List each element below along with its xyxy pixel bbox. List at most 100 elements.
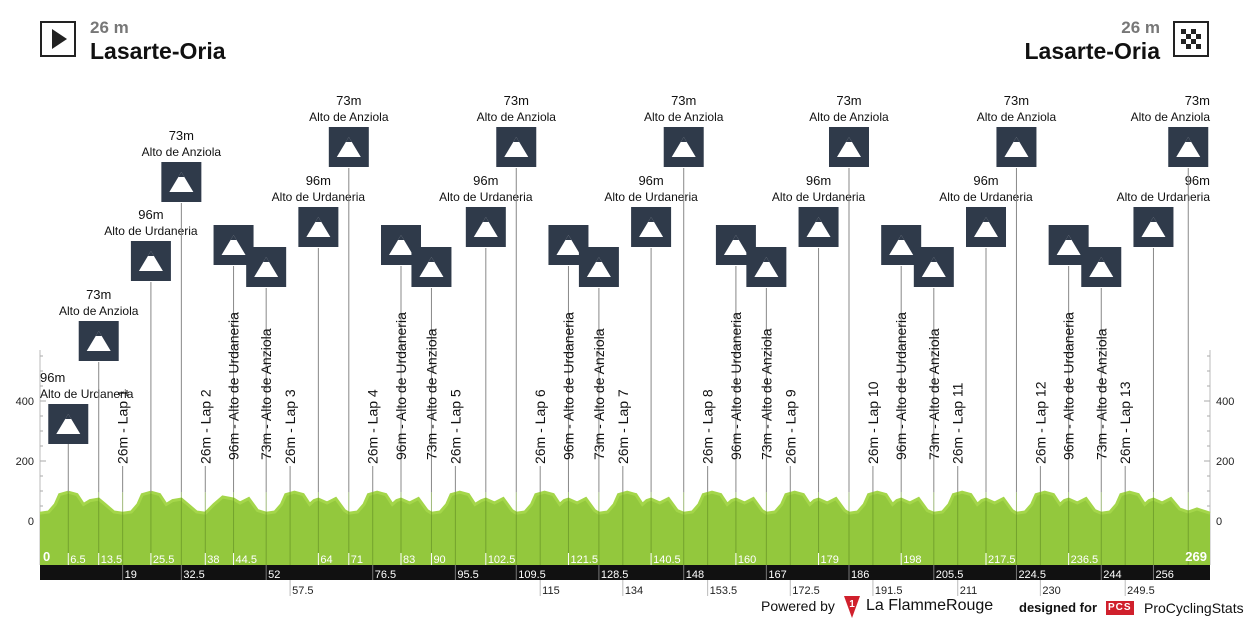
lap-label: 26m - Lap 9 bbox=[782, 389, 798, 464]
y-tick-label: 0 bbox=[28, 516, 34, 528]
x-label: 148 bbox=[686, 569, 704, 581]
climb-name: Alto de Anziola bbox=[59, 304, 139, 318]
x-label: 167 bbox=[768, 569, 786, 581]
mountain-shape bbox=[1089, 257, 1114, 277]
climb-altitude: 73m bbox=[504, 93, 529, 108]
climb-name: Alto de Urdaneria bbox=[104, 224, 198, 238]
mountain-shape bbox=[586, 257, 611, 277]
mountain-icon bbox=[1168, 127, 1209, 167]
mountain-peak bbox=[1185, 137, 1192, 142]
mountain-icon bbox=[798, 207, 839, 247]
x-label: 217.5 bbox=[988, 554, 1016, 566]
x-label: 211 bbox=[960, 585, 978, 597]
x-label: 13.5 bbox=[101, 554, 122, 566]
minor-climb-label: 73m - Alto de Anziola bbox=[423, 328, 439, 460]
x-label: 115 bbox=[542, 585, 560, 597]
mountain-icon bbox=[631, 207, 672, 247]
x-label: 198 bbox=[903, 554, 921, 566]
mountain-shape bbox=[889, 235, 914, 255]
mountain-icon bbox=[48, 404, 89, 444]
x-label: 109.5 bbox=[518, 569, 546, 581]
la-flamme-rouge-link[interactable]: La FlammeRouge bbox=[866, 597, 994, 614]
mountain-icon bbox=[663, 127, 704, 167]
x-label: 90 bbox=[433, 554, 445, 566]
flamme-rouge-logo-letter: 1 bbox=[849, 599, 855, 610]
climb-altitude: 96m bbox=[973, 173, 998, 188]
mountain-icon bbox=[78, 321, 119, 361]
climb-altitude: 96m bbox=[306, 173, 331, 188]
procyclingstats-link[interactable]: ProCyclingStats bbox=[1144, 600, 1244, 616]
minor-climb-label: 73m - Alto de Anziola bbox=[591, 328, 607, 460]
x-label: 128.5 bbox=[601, 569, 629, 581]
mountain-shape bbox=[254, 257, 279, 277]
climb-altitude: 73m bbox=[86, 287, 111, 302]
designed-for-text: designed for bbox=[1019, 600, 1098, 615]
x-label: 249.5 bbox=[1127, 585, 1155, 597]
climb-name: Alto de Anziola bbox=[142, 145, 222, 159]
lap-label: 26m - Lap 3 bbox=[282, 389, 298, 464]
climb-altitude: 73m bbox=[169, 128, 194, 143]
mountain-peak bbox=[565, 235, 572, 240]
mountain-shape bbox=[671, 137, 696, 157]
x-label: 236.5 bbox=[1071, 554, 1099, 566]
climb-altitude: 96m bbox=[806, 173, 831, 188]
mountain-peak bbox=[315, 217, 322, 222]
x-label: 76.5 bbox=[375, 569, 396, 581]
mountain-icon bbox=[328, 127, 369, 167]
mountain-peak bbox=[595, 257, 602, 262]
minor-climb-label: 96m - Alto de Urdaneria bbox=[1061, 312, 1077, 460]
climb-altitude: 96m bbox=[138, 207, 163, 222]
start-town: Lasarte-Oria bbox=[90, 38, 226, 64]
mountain-peak bbox=[263, 257, 270, 262]
mountain-shape bbox=[556, 235, 581, 255]
mountain-shape bbox=[806, 217, 831, 237]
x-label: 102.5 bbox=[488, 554, 516, 566]
mountain-shape bbox=[504, 137, 529, 157]
climb-name: Alto de Urdaneria bbox=[272, 190, 366, 204]
x-label: 191.5 bbox=[875, 585, 903, 597]
climb-name: Alto de Anziola bbox=[977, 110, 1057, 124]
climb-name: Alto de Urdaneria bbox=[1117, 190, 1211, 204]
x-label: 230 bbox=[1042, 585, 1060, 597]
lap-label: 26m - Lap 4 bbox=[365, 389, 381, 464]
x-label: 83 bbox=[403, 554, 415, 566]
mountain-shape bbox=[138, 251, 163, 271]
mountain-icon bbox=[1081, 247, 1122, 287]
mountain-shape bbox=[836, 137, 861, 157]
mountain-peak bbox=[983, 217, 990, 222]
mountain-icon bbox=[411, 247, 452, 287]
mountain-icon bbox=[161, 162, 202, 202]
mountain-peak bbox=[95, 331, 102, 336]
mountain-icon bbox=[465, 207, 506, 247]
mountain-shape bbox=[86, 331, 111, 351]
y-tick-label: 400 bbox=[16, 396, 34, 408]
mountain-shape bbox=[336, 137, 361, 157]
x-label: 57.5 bbox=[292, 585, 313, 597]
mountain-icon bbox=[828, 127, 869, 167]
x-label: 160 bbox=[738, 554, 756, 566]
y-tick-label: 200 bbox=[16, 456, 34, 468]
x-label: 121.5 bbox=[570, 554, 598, 566]
mountain-shape bbox=[56, 414, 81, 434]
x-label: 172.5 bbox=[792, 585, 820, 597]
x-label: 95.5 bbox=[457, 569, 478, 581]
climb-name: Alto de Urdaneria bbox=[939, 190, 1033, 204]
finish-flag-icon bbox=[1173, 21, 1209, 57]
mountain-peak bbox=[398, 235, 405, 240]
mountain-peak bbox=[930, 257, 937, 262]
climb-altitude: 96m bbox=[473, 173, 498, 188]
minor-climb-label: 96m - Alto de Urdaneria bbox=[393, 312, 409, 460]
powered-by-text: Powered by bbox=[761, 598, 835, 614]
minor-climb-label: 73m - Alto de Anziola bbox=[258, 328, 274, 460]
climb-name: Alto de Anziola bbox=[809, 110, 889, 124]
x-label: 32.5 bbox=[183, 569, 204, 581]
minor-climb-label: 73m - Alto de Anziola bbox=[758, 328, 774, 460]
start-header: 26 m Lasarte-Oria bbox=[90, 18, 226, 64]
mountain-shape bbox=[473, 217, 498, 237]
mountain-shape bbox=[974, 217, 999, 237]
mountain-icon bbox=[496, 127, 537, 167]
mountain-peak bbox=[1013, 137, 1020, 142]
mountain-shape bbox=[639, 217, 664, 237]
mountain-icon bbox=[913, 247, 954, 287]
mountain-peak bbox=[482, 217, 489, 222]
